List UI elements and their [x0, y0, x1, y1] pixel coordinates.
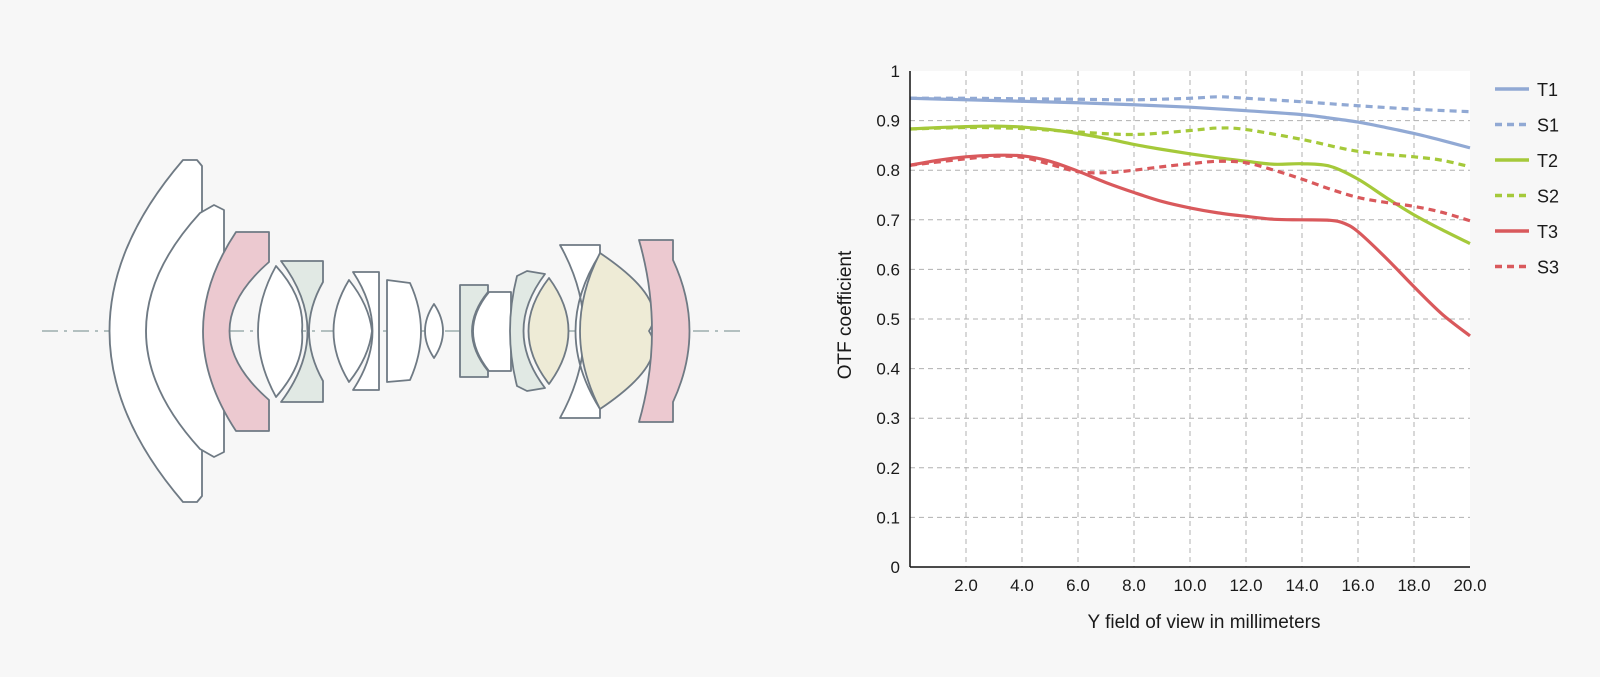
grid: [910, 71, 1470, 567]
legend-label: S1: [1537, 116, 1559, 136]
y-tick-label: 0.4: [876, 360, 900, 379]
y-tick-label: 0.1: [876, 508, 900, 527]
lens-element-16: [638, 239, 691, 423]
x-tick-label: 6.0: [1066, 576, 1090, 595]
x-tick-label: 12.0: [1229, 576, 1262, 595]
lens-element-15: [579, 252, 655, 410]
x-tick-label: 20.0: [1453, 576, 1486, 595]
x-tick-labels: 2.0 4.0 6.0 8.0 10.0 12.0 14.0 16.0 18.0 20.0: [954, 576, 1486, 595]
legend-label: S3: [1537, 258, 1559, 278]
legend-item-s2: S2: [1495, 187, 1559, 207]
lens-element-8: [386, 279, 422, 383]
lens-element-5: [280, 260, 324, 403]
y-tick-label: 0.6: [876, 260, 900, 279]
series-line-t1: [909, 96, 1471, 150]
lens-element-13: [527, 277, 570, 385]
lens-element-12: [509, 270, 546, 392]
legend-item-t2: T2: [1495, 151, 1558, 171]
x-tick-label: 2.0: [954, 576, 978, 595]
y-tick-label: 0.5: [876, 310, 900, 329]
x-tick-label: 14.0: [1285, 576, 1318, 595]
lens-element-6: [332, 279, 373, 383]
x-tick-label: 4.0: [1010, 576, 1034, 595]
lens-element-7: [352, 271, 380, 391]
x-tick-label: 8.0: [1122, 576, 1146, 595]
lens-element-4: [257, 265, 304, 398]
x-axis-title: Y field of view in millimeters: [1087, 612, 1320, 633]
y-tick-labels: 0 0.1 0.2 0.3 0.4 0.5 0.6 0.7 0.8 0.9 1: [876, 62, 900, 577]
lens-cross-section-diagram: [42, 159, 742, 503]
legend-item-t1: T1: [1495, 80, 1558, 100]
lens-element-2: [145, 204, 225, 458]
legend-label: T2: [1537, 151, 1558, 171]
legend-label: T1: [1537, 80, 1558, 100]
legend-label: S2: [1537, 187, 1559, 207]
y-tick-label: 1: [891, 62, 900, 81]
x-tick-label: 16.0: [1341, 576, 1374, 595]
lens-element-3: [202, 231, 270, 432]
legend-item-t3: T3: [1495, 222, 1558, 242]
legend-label: T3: [1537, 222, 1558, 242]
legend-item-s1: S1: [1495, 116, 1559, 136]
y-tick-label: 0.7: [876, 211, 900, 230]
y-tick-label: 0.3: [876, 409, 900, 428]
x-tick-label: 10.0: [1173, 576, 1206, 595]
y-tick-label: 0.8: [876, 161, 900, 180]
y-tick-label: 0.9: [876, 112, 900, 131]
y-tick-label: 0: [891, 558, 900, 577]
lens-element-9: [424, 303, 444, 359]
legend-item-s3: S3: [1495, 258, 1559, 278]
series-line-s3: [909, 154, 1471, 223]
series-lines: [909, 95, 1471, 338]
series-line-s2: [909, 125, 1471, 169]
legend: T1 S1 T2 S2 T3 S3: [1495, 80, 1559, 278]
y-tick-label: 0.2: [876, 459, 900, 478]
y-axis-title: OTF coefficient: [835, 250, 856, 379]
lens-element-11: [472, 291, 512, 372]
x-tick-label: 18.0: [1397, 576, 1430, 595]
series-line-t2: [909, 124, 1471, 246]
